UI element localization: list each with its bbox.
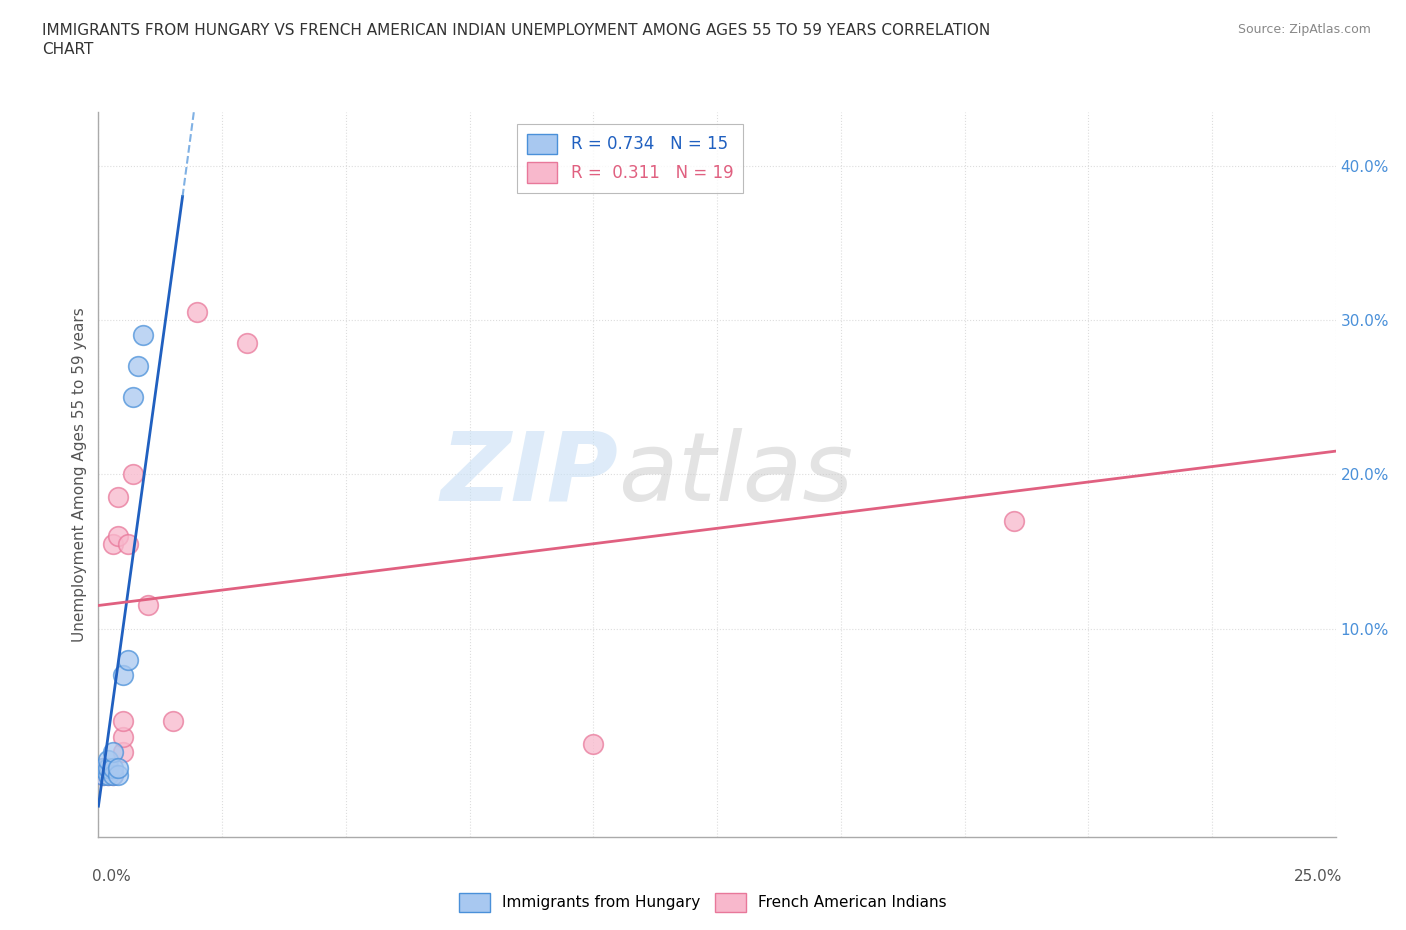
Point: [122, 467, 145, 482]
Point: [93, 760, 115, 775]
Point: [112, 714, 135, 729]
Point: [117, 652, 139, 667]
Point: [112, 745, 135, 760]
Point: [97, 760, 120, 775]
Point: [103, 760, 125, 775]
Point: [122, 390, 145, 405]
Legend: Immigrants from Hungary, French American Indians: Immigrants from Hungary, French American…: [453, 887, 953, 918]
Point: [162, 714, 184, 729]
Point: [103, 768, 125, 783]
Point: [132, 328, 155, 343]
Text: 25.0%: 25.0%: [1294, 869, 1341, 883]
Point: [112, 729, 135, 744]
Point: [1002, 513, 1025, 528]
Text: 0.0%: 0.0%: [93, 869, 131, 883]
Point: [93, 768, 115, 783]
Point: [97, 768, 120, 783]
Point: [97, 752, 120, 767]
Point: [107, 768, 129, 783]
Text: ZIP: ZIP: [440, 428, 619, 521]
Legend: R = 0.734   N = 15, R =  0.311   N = 19: R = 0.734 N = 15, R = 0.311 N = 19: [517, 124, 744, 193]
Point: [103, 745, 125, 760]
Point: [236, 336, 259, 351]
Point: [93, 760, 115, 775]
Point: [107, 760, 129, 775]
Point: [107, 490, 129, 505]
Text: CHART: CHART: [42, 42, 94, 57]
Point: [103, 768, 125, 783]
Point: [103, 537, 125, 551]
Y-axis label: Unemployment Among Ages 55 to 59 years: Unemployment Among Ages 55 to 59 years: [72, 307, 87, 642]
Point: [97, 760, 120, 775]
Text: Source: ZipAtlas.com: Source: ZipAtlas.com: [1237, 23, 1371, 36]
Point: [107, 528, 129, 543]
Point: [93, 768, 115, 783]
Point: [582, 737, 605, 751]
Text: atlas: atlas: [619, 428, 853, 521]
Point: [127, 359, 149, 374]
Point: [117, 537, 139, 551]
Text: IMMIGRANTS FROM HUNGARY VS FRENCH AMERICAN INDIAN UNEMPLOYMENT AMONG AGES 55 TO : IMMIGRANTS FROM HUNGARY VS FRENCH AMERIC…: [42, 23, 990, 38]
Point: [136, 598, 159, 613]
Point: [186, 305, 208, 320]
Point: [112, 668, 135, 683]
Point: [97, 768, 120, 783]
